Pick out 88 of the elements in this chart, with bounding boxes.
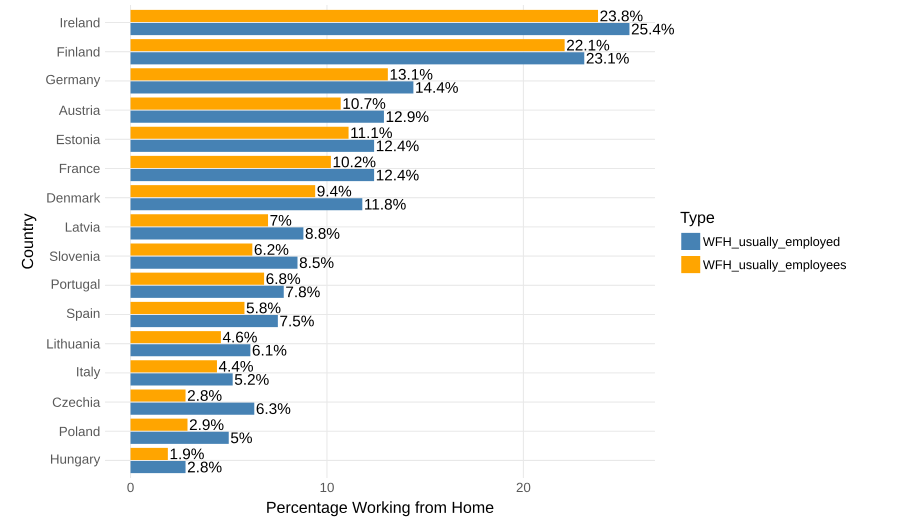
data-label: 7% <box>270 214 292 226</box>
data-label: 2.9% <box>190 419 224 430</box>
y-tick-label: France <box>60 164 100 174</box>
bar <box>130 156 331 168</box>
bar <box>130 110 384 123</box>
x-tick-label: 20 <box>516 482 530 492</box>
y-tick-label: Portugal <box>52 279 100 292</box>
bar <box>130 81 414 94</box>
data-label: 5.2% <box>234 374 269 385</box>
data-label: 6.8% <box>266 273 300 284</box>
data-label: 5% <box>230 432 252 444</box>
data-label: 13.1% <box>390 68 432 80</box>
data-label: 1.9% <box>170 448 204 460</box>
y-tick-label: Austria <box>58 105 100 115</box>
y-tick-label: Italy <box>77 366 100 380</box>
data-label: 6.1% <box>252 344 286 356</box>
data-label: 7.5% <box>280 316 314 326</box>
y-tick-label: Hungary <box>50 454 100 466</box>
bar <box>130 460 186 474</box>
bar <box>130 169 374 182</box>
bar <box>130 227 304 240</box>
bar <box>130 214 268 226</box>
y-tick-label: Germany <box>46 74 100 87</box>
data-label: 12.9% <box>386 111 428 122</box>
y-axis-title: Country <box>22 214 36 269</box>
bar <box>130 448 168 460</box>
data-label: 25.4% <box>632 24 674 35</box>
data-label: 10.2% <box>334 156 376 168</box>
bar <box>130 23 630 36</box>
bar <box>130 389 186 402</box>
y-tick-label: Spain <box>66 308 100 321</box>
bar <box>130 10 598 22</box>
data-label: 10.7% <box>343 98 386 109</box>
data-label: 9.4% <box>317 186 352 197</box>
bar <box>130 344 250 356</box>
data-label: 7.8% <box>286 286 320 298</box>
bar <box>130 418 188 431</box>
x-tick-label: 10 <box>320 482 334 492</box>
data-label: 12.4% <box>376 140 419 152</box>
data-label: 5.8% <box>246 302 280 314</box>
x-tick-label: 0 <box>127 482 134 492</box>
data-label: 12.4% <box>376 170 419 180</box>
bar <box>130 373 233 386</box>
legend-label: WFH_usually_employees <box>702 260 846 272</box>
y-tick-label: Ireland <box>60 18 100 28</box>
data-label: 6.3% <box>256 403 290 414</box>
bar <box>130 302 244 314</box>
bar <box>130 256 298 269</box>
legend-label: WFH_usually_employed <box>702 236 840 249</box>
bar <box>130 126 349 139</box>
data-label: 2.8% <box>188 390 222 401</box>
data-label: 4.6% <box>222 332 257 343</box>
data-label: 8.5% <box>300 257 334 268</box>
bar <box>130 52 584 64</box>
bar <box>130 315 278 328</box>
data-label: 23.8% <box>600 10 643 22</box>
data-label: 2.8% <box>188 462 222 472</box>
data-label: 6.2% <box>254 244 288 255</box>
bar <box>130 432 229 444</box>
data-label: 4.4% <box>218 360 253 372</box>
y-tick-label: Poland <box>60 426 100 436</box>
y-tick-label: Finland <box>58 46 100 57</box>
bar <box>130 272 264 285</box>
y-tick-label: Denmark <box>47 192 100 203</box>
data-label: 11.8% <box>365 198 406 210</box>
bar <box>130 243 252 256</box>
y-tick-label: Lithuania <box>47 338 100 349</box>
legend-title: Type <box>680 212 714 226</box>
bar <box>130 39 565 52</box>
bar <box>130 331 221 344</box>
y-tick-label: Estonia <box>56 134 100 144</box>
data-label: 11.1% <box>351 127 392 138</box>
data-label: 14.4% <box>416 82 458 93</box>
bar <box>130 97 341 110</box>
bar <box>130 402 254 415</box>
y-tick-label: Slovenia <box>50 251 100 261</box>
x-axis-title: Percentage Working from Home <box>267 501 494 516</box>
bar <box>130 198 362 210</box>
data-label: 8.8% <box>306 228 340 239</box>
data-label: 23.1% <box>586 52 629 64</box>
y-tick-label: Czechia <box>52 397 100 407</box>
data-label: 22.1% <box>567 40 610 51</box>
bar <box>130 68 388 80</box>
y-tick-label: Latvia <box>66 222 100 232</box>
bar <box>130 360 217 372</box>
bar <box>130 140 374 152</box>
bar <box>130 185 316 198</box>
bar <box>130 286 284 298</box>
